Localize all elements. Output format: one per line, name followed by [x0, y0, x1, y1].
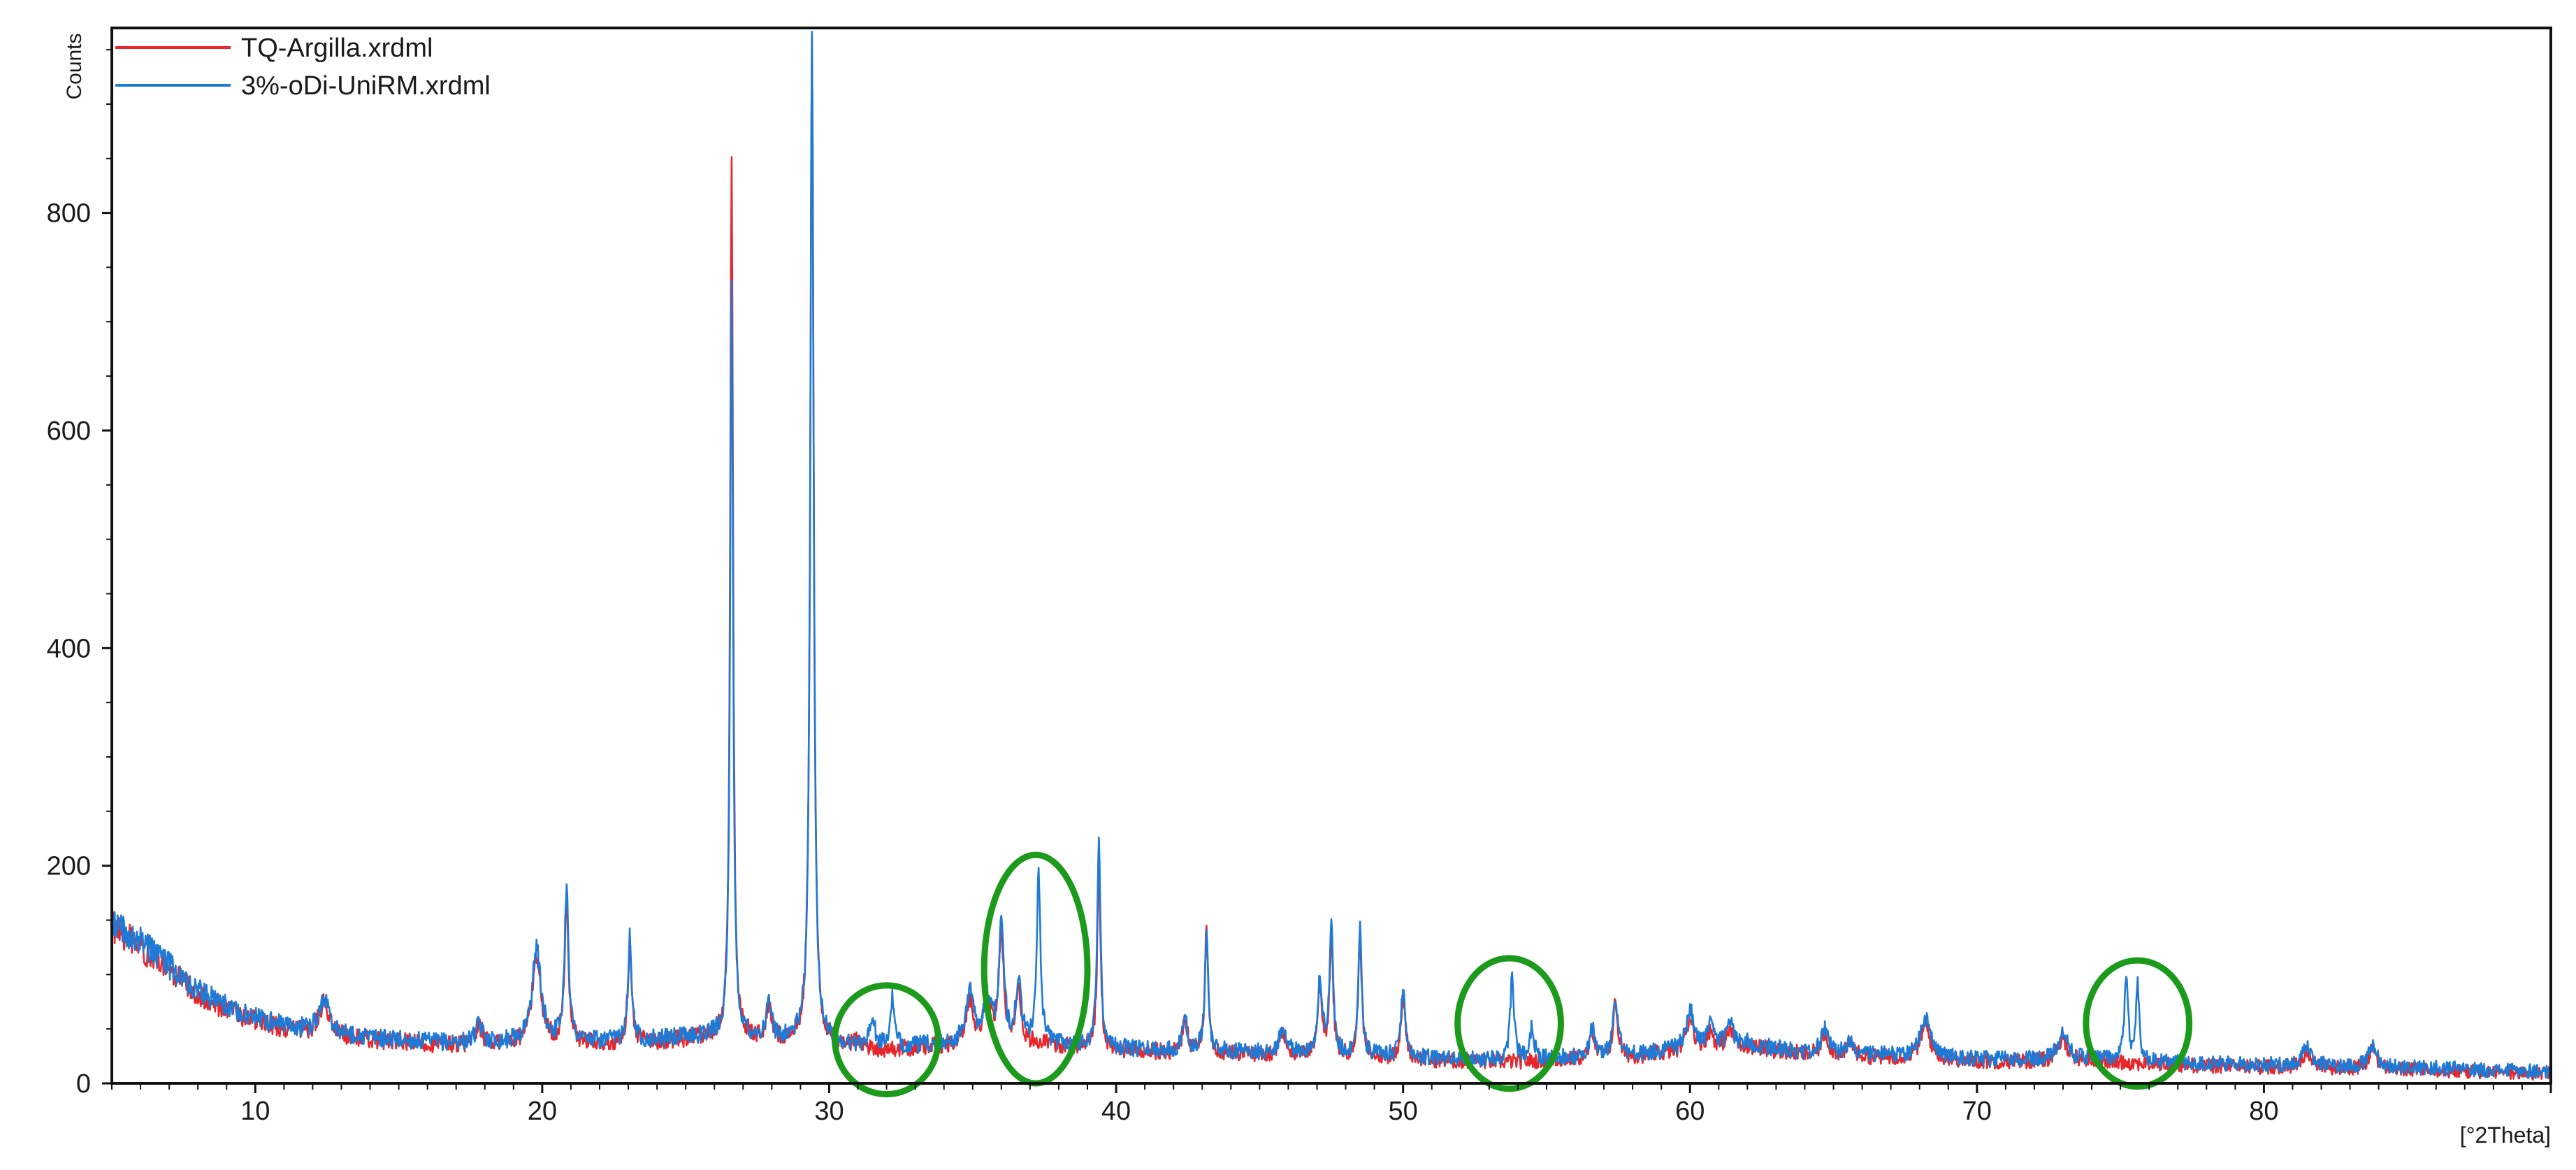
series-line [110, 31, 2552, 1079]
y-tick-label: 0 [76, 1069, 91, 1099]
y-axis-title: Counts [63, 33, 86, 99]
x-tick-label: 70 [1962, 1097, 1992, 1126]
y-axis-ticks: 0 200 400 600 800 [47, 49, 112, 1099]
legend: TQ-Argilla.xrdml 3%-oDi-UniRM.xrdml [115, 34, 491, 101]
y-tick-label: 200 [47, 852, 91, 881]
legend-label-tq-argilla: TQ-Argilla.xrdml [241, 34, 433, 63]
x-tick-label: 20 [528, 1097, 557, 1126]
y-tick-label: 400 [47, 634, 91, 663]
plot-frame [110, 27, 2552, 1085]
highlight-ellipse [1454, 955, 1564, 1092]
legend-label-odi-unirm: 3%-oDi-UniRM.xrdml [241, 71, 491, 101]
highlight-ellipse [2083, 957, 2193, 1090]
y-tick-label: 600 [47, 417, 91, 446]
x-tick-label: 10 [240, 1097, 270, 1126]
series-layer [110, 31, 2552, 1081]
x-axis-ticks: 10 20 30 40 50 60 70 80 [111, 1083, 2552, 1126]
x-axis-title: [°2Theta] [2460, 1122, 2551, 1148]
y-tick-label: 800 [47, 199, 91, 229]
highlight-ellipse [832, 982, 941, 1098]
x-tick-label: 30 [814, 1097, 844, 1126]
x-tick-label: 60 [1675, 1097, 1705, 1126]
x-tick-label: 40 [1101, 1097, 1131, 1126]
x-tick-label: 80 [2249, 1097, 2278, 1126]
x-tick-label: 50 [1389, 1097, 1418, 1126]
